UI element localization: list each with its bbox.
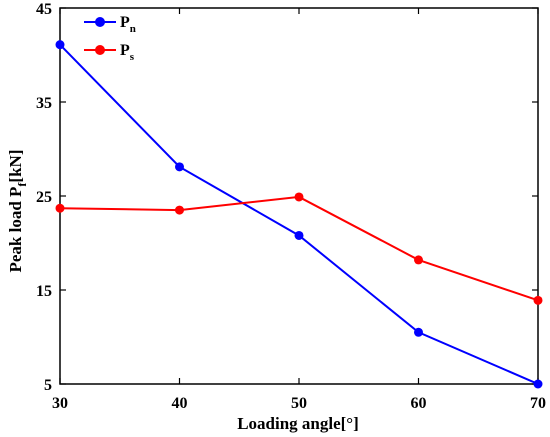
- data-point-pn: [175, 162, 184, 172]
- y-tick-labels: 5 15 25 35 45: [36, 1, 52, 394]
- data-point-ps: [414, 255, 423, 265]
- data-point-pn: [414, 327, 423, 337]
- series-line-pn: [59, 43, 539, 385]
- series-line-ps: [59, 195, 539, 302]
- y-tick-label: 45: [36, 1, 52, 18]
- x-tick-labels: 30 40 50 60 70: [52, 395, 546, 412]
- y-axis-label-unit: [kN]: [6, 149, 25, 182]
- y-tick-label: 25: [36, 189, 52, 206]
- x-tick-label: 30: [52, 395, 68, 412]
- y-axis-label-sub: f: [15, 182, 29, 187]
- y-axis-label: Peak load Pf[kN]: [6, 149, 29, 272]
- series-layer: [55, 40, 543, 389]
- legend-label-pn: Pn: [120, 14, 136, 35]
- x-tick-label: 60: [411, 395, 427, 412]
- data-point-pn: [533, 379, 543, 389]
- legend-label-ps: Ps: [120, 42, 135, 63]
- data-point-ps: [175, 205, 184, 215]
- data-point-pn: [55, 40, 65, 50]
- x-tick-label: 50: [291, 395, 307, 412]
- legend-marker-ps: [95, 45, 105, 55]
- y-axis-label-main: Peak load P: [6, 187, 25, 273]
- x-tick-label: 70: [530, 395, 546, 412]
- legend-marker-pn: [95, 17, 105, 27]
- x-tick-label: 40: [172, 395, 188, 412]
- data-point-pn: [294, 230, 304, 240]
- data-point-ps: [294, 192, 304, 202]
- y-tick-label: 15: [36, 283, 52, 300]
- y-tick-label: 35: [36, 95, 52, 112]
- data-point-ps: [55, 203, 65, 213]
- legend: Pn Ps: [84, 14, 136, 63]
- y-tick-label: 5: [44, 377, 52, 394]
- data-point-ps: [533, 295, 543, 305]
- x-axis-label: Loading angle[°]: [237, 414, 359, 433]
